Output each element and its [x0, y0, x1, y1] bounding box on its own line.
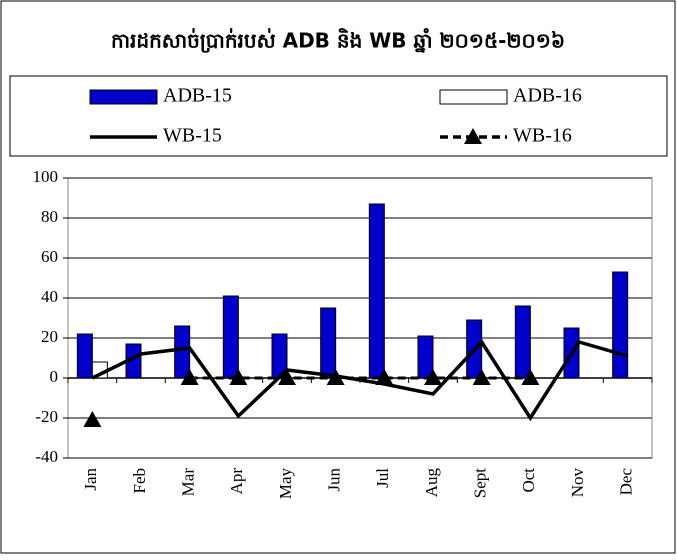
marker [278, 369, 296, 385]
bar [612, 271, 629, 379]
marker [375, 369, 394, 385]
marker [83, 411, 102, 427]
bar [320, 307, 337, 379]
marker [521, 369, 540, 385]
x-tick-label: Oct [519, 468, 538, 493]
legend-marker [464, 128, 482, 144]
legend-label: ADB-15 [163, 85, 232, 107]
bar [222, 295, 239, 379]
x-tick-label: Apr [227, 468, 246, 495]
marker [229, 369, 248, 385]
line [91, 339, 629, 422]
x-tick-label: May [276, 468, 295, 500]
marker [326, 369, 345, 385]
chart-title: ការដកសាច់ប្រាក់របស់ ADB និង WB ឆ្នាំ ២០១… [111, 28, 565, 54]
x-tick-label: Mar [179, 468, 198, 497]
legend-swatch [439, 89, 508, 105]
plot-area [67, 177, 653, 459]
legend-swatch [89, 89, 158, 105]
x-tick-label: Aug [422, 468, 441, 498]
bar [514, 305, 531, 379]
x-tick-label: Jul [373, 468, 392, 488]
marker [180, 369, 199, 385]
legend-label: WB-16 [513, 125, 572, 147]
y-tick-label: 40 [41, 287, 58, 306]
bar [417, 335, 434, 379]
y-tick-label: 100 [33, 167, 59, 186]
x-tick-label: Sept [471, 468, 490, 499]
y-tick-label: -40 [35, 447, 58, 466]
y-tick-label: 20 [41, 327, 58, 346]
x-tick-label: Nov [568, 468, 587, 498]
bar [76, 333, 93, 379]
legend-label: WB-15 [163, 125, 222, 147]
y-tick-label: 80 [41, 207, 58, 226]
legend-label: ADB-16 [513, 85, 582, 107]
x-tick-label: Dec [617, 468, 636, 496]
x-tick-label: Jun [325, 468, 344, 492]
x-tick-label: Jan [81, 468, 100, 491]
marker [472, 369, 491, 385]
bar [368, 203, 385, 379]
x-tick-label: Feb [130, 468, 149, 494]
y-tick-label: 0 [50, 367, 59, 386]
y-tick-label: -20 [35, 407, 58, 426]
marker [424, 369, 442, 385]
legend [9, 75, 668, 157]
y-tick-label: 60 [41, 247, 58, 266]
bar [174, 325, 191, 379]
